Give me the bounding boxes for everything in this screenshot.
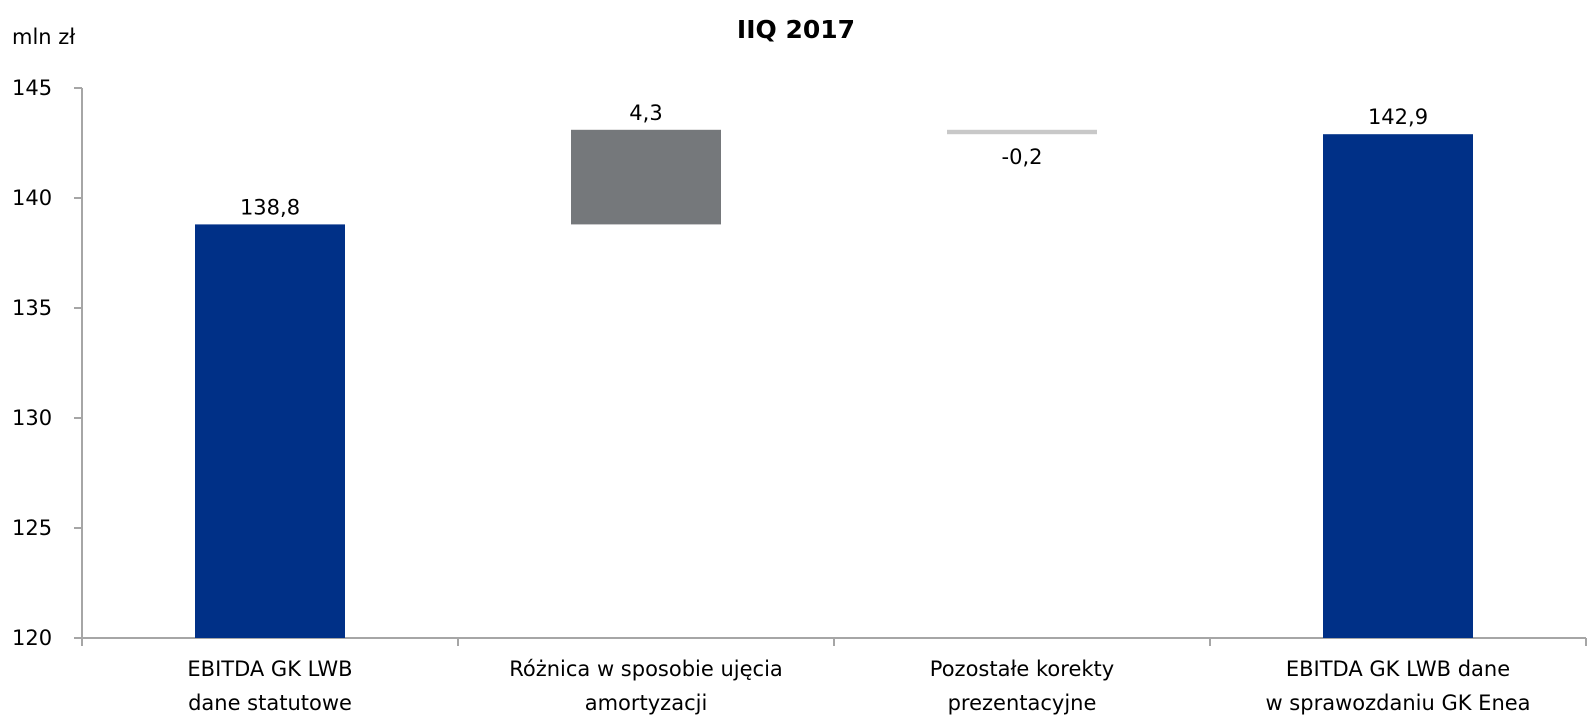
x-category-label: dane statutowe xyxy=(188,691,352,715)
x-category-label: w sprawozdaniu GK Enea xyxy=(1265,691,1530,715)
y-tick-label: 135 xyxy=(12,296,52,320)
y-tick-label: 140 xyxy=(12,186,52,210)
delta-bar xyxy=(571,129,721,225)
data-label: 142,9 xyxy=(1368,105,1428,129)
y-tick-label: 145 xyxy=(12,76,52,100)
data-label: -0,2 xyxy=(1002,145,1043,169)
x-axis xyxy=(81,637,1587,646)
x-category-label: prezentacyjne xyxy=(948,691,1097,715)
x-axis-labels: EBITDA GK LWB dane statutowe Różnica w spo… xyxy=(187,657,1530,715)
y-axis: 120 125 130 135 140 145 xyxy=(12,76,83,650)
x-category-label: amortyzacji xyxy=(585,691,708,715)
y-axis-unit-label: mln zł xyxy=(12,25,75,49)
x-category-label: EBITDA GK LWB xyxy=(187,657,352,681)
data-label: 138,8 xyxy=(240,195,300,219)
y-tick-label: 130 xyxy=(12,406,52,430)
y-tick-label: 125 xyxy=(12,516,52,540)
delta-bar xyxy=(947,129,1097,135)
chart-title: IIQ 2017 xyxy=(737,15,855,44)
x-category-label: Różnica w sposobie ujęcia xyxy=(509,657,783,681)
total-bar xyxy=(1323,134,1473,638)
bars-group: 138,8 4,3 -0,2 142,9 xyxy=(195,101,1473,638)
total-bar xyxy=(195,224,345,638)
y-tick-label: 120 xyxy=(12,626,52,650)
data-label: 4,3 xyxy=(629,101,662,125)
x-category-label: Pozostałe korekty xyxy=(930,657,1114,681)
x-category-label: EBITDA GK LWB dane xyxy=(1286,657,1510,681)
